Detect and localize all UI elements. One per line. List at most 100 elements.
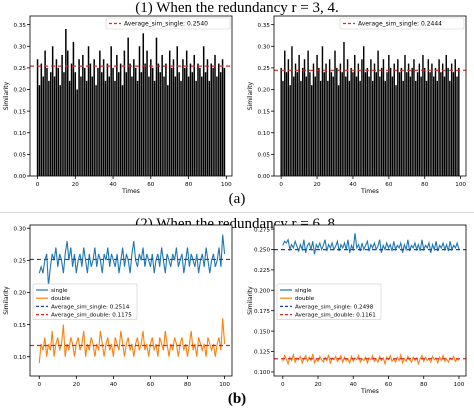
y-tick-label: 0.05 bbox=[258, 153, 271, 159]
bar bbox=[206, 59, 209, 176]
bar bbox=[150, 59, 152, 176]
bar bbox=[379, 76, 381, 176]
bar bbox=[218, 63, 220, 176]
plot-frame bbox=[29, 15, 233, 177]
legend-box bbox=[32, 283, 138, 320]
bar bbox=[341, 72, 343, 176]
bar bbox=[370, 59, 372, 176]
bar bbox=[223, 67, 226, 176]
bar bbox=[429, 72, 431, 176]
bar bbox=[121, 85, 124, 176]
bar bbox=[436, 80, 439, 176]
bar bbox=[106, 63, 109, 176]
bar bbox=[418, 63, 421, 176]
bar bbox=[80, 76, 82, 176]
x-tick-label: 80 bbox=[420, 382, 428, 388]
figure-label-a: (a) bbox=[228, 191, 246, 207]
bar bbox=[452, 72, 455, 176]
bar bbox=[449, 80, 451, 176]
bar bbox=[336, 67, 338, 176]
bar bbox=[382, 59, 385, 176]
bar bbox=[312, 63, 315, 176]
bar bbox=[116, 54, 118, 176]
bar bbox=[406, 72, 408, 176]
bar bbox=[127, 37, 129, 177]
bar bbox=[424, 67, 426, 176]
bar bbox=[193, 54, 195, 176]
bar bbox=[53, 76, 56, 176]
bar bbox=[443, 76, 446, 176]
bar bbox=[318, 67, 320, 176]
bar bbox=[339, 63, 342, 176]
bar bbox=[178, 72, 180, 176]
bar bbox=[300, 80, 302, 176]
x-tick-label: 40 bbox=[349, 182, 357, 188]
bar bbox=[185, 50, 188, 177]
bar bbox=[291, 46, 293, 176]
y-tick-label: 0.35 bbox=[258, 23, 271, 29]
x-tick-label: 0 bbox=[281, 382, 285, 388]
bar bbox=[221, 59, 224, 176]
bar bbox=[355, 76, 358, 176]
bar bbox=[293, 76, 295, 176]
bar bbox=[296, 72, 299, 176]
bar bbox=[454, 59, 456, 176]
bar bbox=[110, 46, 112, 176]
figure-label-b: (b) bbox=[227, 391, 247, 407]
bar bbox=[366, 67, 369, 176]
bar bbox=[334, 50, 336, 177]
bar bbox=[201, 76, 203, 176]
legend-box bbox=[339, 17, 465, 30]
bar bbox=[284, 50, 286, 177]
bar bbox=[398, 72, 401, 176]
bar bbox=[136, 80, 139, 176]
figure-heading-1: (1) When the redundancy r = 3, 4. bbox=[135, 0, 339, 16]
bar bbox=[447, 67, 449, 176]
bar bbox=[316, 54, 318, 176]
y-tick-label: 0.150 bbox=[254, 329, 270, 335]
y-tick-label: 0.125 bbox=[254, 350, 270, 356]
bar bbox=[441, 63, 444, 176]
bar bbox=[386, 72, 388, 176]
bar bbox=[289, 85, 291, 176]
bar bbox=[63, 72, 65, 176]
y-tick-label: 0.20 bbox=[14, 88, 27, 94]
bar bbox=[93, 59, 95, 176]
x-tick-label: 20 bbox=[73, 382, 81, 388]
bar bbox=[327, 80, 329, 176]
bar bbox=[282, 80, 284, 176]
bar bbox=[330, 72, 333, 176]
bar bbox=[357, 63, 360, 176]
bar bbox=[199, 67, 201, 176]
series-line-single bbox=[282, 233, 460, 255]
x-tick-label: 80 bbox=[185, 182, 193, 188]
y-axis-label: Similarity bbox=[247, 286, 254, 315]
bar bbox=[321, 46, 324, 176]
y-tick-label: 0.175 bbox=[254, 309, 270, 315]
bar bbox=[346, 59, 349, 176]
x-tick-label: 60 bbox=[385, 182, 393, 188]
y-tick-label: 0.225 bbox=[254, 268, 270, 274]
bar bbox=[117, 72, 120, 176]
bar bbox=[409, 76, 412, 176]
bar bbox=[214, 54, 216, 176]
y-tick-label: 0.200 bbox=[254, 288, 270, 294]
bar bbox=[285, 72, 288, 176]
legend-label: double bbox=[51, 296, 71, 302]
bar bbox=[343, 41, 345, 177]
bar bbox=[168, 50, 171, 177]
section-divider bbox=[0, 212, 474, 213]
bar bbox=[450, 63, 453, 176]
bar bbox=[174, 76, 177, 176]
bar bbox=[167, 85, 169, 176]
legend-label: double bbox=[295, 296, 315, 302]
legend-box bbox=[105, 17, 231, 30]
plot-frame bbox=[273, 224, 467, 377]
bar bbox=[404, 54, 406, 176]
bar bbox=[38, 85, 41, 176]
bar bbox=[161, 54, 163, 176]
chart-bottom-right: 0.100 0.125 0.150 0.175 0.200 0.225 0.250 0.275… bbox=[247, 224, 467, 395]
bar bbox=[319, 80, 322, 176]
bar bbox=[368, 76, 370, 176]
bar bbox=[91, 76, 94, 176]
